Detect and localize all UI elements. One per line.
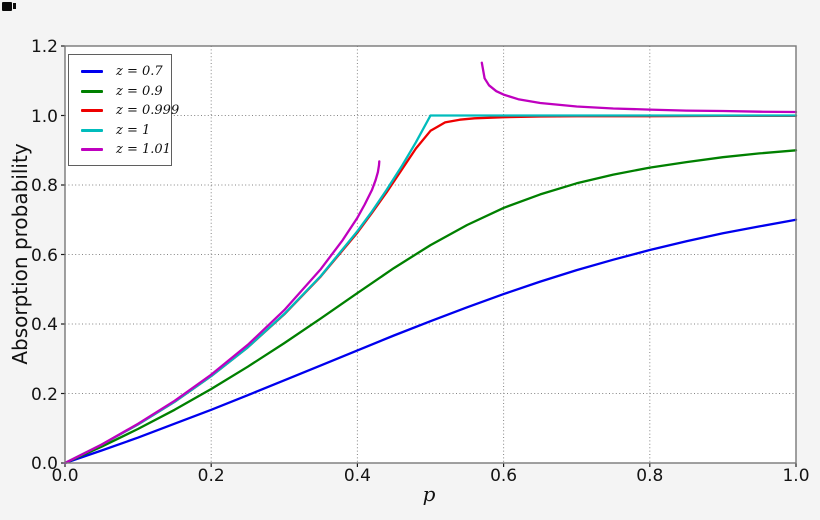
series-line-z-1.01 — [480, 61, 798, 114]
legend-label: z = 1 — [116, 122, 151, 138]
legend-line-swatch — [81, 89, 103, 93]
x-tick-label: 1.0 — [782, 466, 810, 486]
legend: z = 0.7 z = 0.9 z = 0.999 z = 1 z = 1.01 — [68, 54, 179, 166]
x-tick-label: 0.8 — [636, 466, 664, 486]
legend-item: z = 1.01 — [75, 140, 171, 160]
corner-artifact — [13, 3, 16, 9]
legend-item: z = 0.7 — [75, 62, 165, 82]
y-tick-label: 0.8 — [30, 176, 58, 196]
legend-label: z = 0.9 — [116, 83, 163, 99]
legend-label: z = 1.01 — [116, 142, 171, 158]
legend-line-swatch — [81, 148, 103, 152]
x-axis-label: p — [422, 482, 436, 506]
legend-item: z = 0.9 — [75, 82, 165, 102]
axes-frame — [64, 45, 797, 464]
y-tick-label: 1.0 — [30, 106, 58, 127]
series-line-z-0.9 — [63, 149, 798, 465]
y-tick-label: 0.4 — [30, 315, 58, 335]
legend-label: z = 0.7 — [116, 64, 163, 80]
y-tick-label: 1.2 — [30, 37, 58, 57]
y-tick-label: 0.6 — [30, 245, 58, 266]
x-tick-label: 0.2 — [197, 466, 225, 486]
x-tick-label: 0.0 — [51, 466, 79, 486]
x-tick-label: 0.6 — [490, 466, 518, 486]
legend-line-swatch — [81, 128, 103, 132]
legend-label: z = 0.999 — [116, 103, 180, 119]
legend-item: z = 0.999 — [75, 101, 179, 121]
corner-artifact — [2, 2, 12, 11]
legend-item: z = 1 — [75, 121, 165, 141]
legend-line-swatch — [81, 70, 103, 74]
x-tick-label: 0.4 — [343, 466, 371, 486]
y-tick-label: 0.2 — [30, 384, 58, 405]
series-line-z-0.7 — [63, 218, 798, 465]
legend-line-swatch — [81, 109, 103, 113]
plot-svg — [61, 45, 798, 467]
series-line-z-1.01 — [63, 160, 381, 465]
y-tick-label: 0.0 — [30, 454, 58, 474]
